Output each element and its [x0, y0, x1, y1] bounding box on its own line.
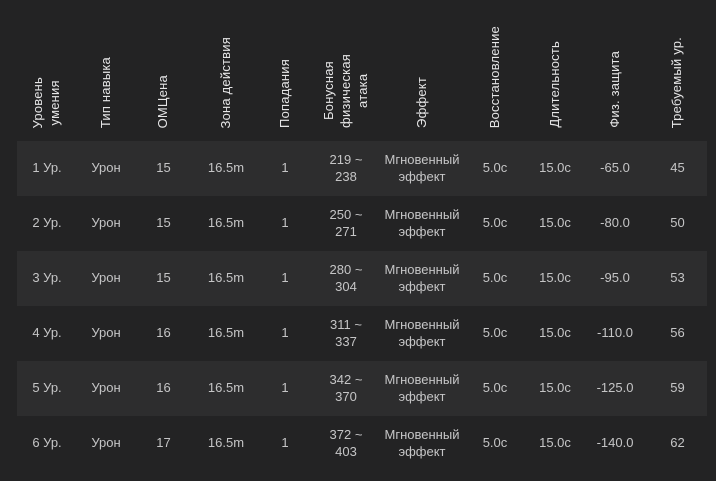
cell-mp-cost: 16	[156, 380, 171, 396]
cell-skill-level: 5 Ур.	[32, 380, 62, 396]
cell-range: 16.5m	[207, 435, 245, 451]
cell-bonus-attack: 342 ~ 370	[329, 371, 363, 404]
cell-effect: Мгновенный эффект	[384, 261, 460, 294]
column-header-label: Эффект	[413, 77, 429, 128]
column-header-label: Бонусная физическая атака	[320, 54, 370, 128]
cell-phys-defense: -65.0	[600, 160, 630, 176]
cell-duration: 15.0с	[539, 435, 571, 451]
header-row: Уровень умения Тип навыка ОМЦена Зона дейст…	[17, 0, 707, 141]
cell-phys-defense: -95.0	[600, 270, 630, 286]
cell-mp-cost: 17	[156, 435, 171, 451]
column-header-label: ОМЦена	[155, 74, 171, 128]
column-header-label: Длительность	[546, 41, 562, 128]
cell-skill-type: Урон	[91, 325, 121, 341]
cell-range: 16.5m	[207, 215, 245, 231]
cell-duration: 15.0с	[539, 215, 571, 231]
cell-mp-cost: 15	[156, 160, 171, 176]
cell-hits: 1	[281, 325, 289, 341]
cell-mp-cost: 15	[156, 270, 171, 286]
cell-hits: 1	[281, 160, 289, 176]
cell-effect: Мгновенный эффект	[384, 371, 460, 404]
cell-bonus-attack: 372 ~ 403	[329, 426, 363, 459]
column-header-mp-cost: ОМЦена	[135, 0, 192, 141]
column-header-hits: Попадания	[260, 0, 310, 141]
column-header-effect: Эффект	[382, 0, 462, 141]
table-row: 1 Ур. Урон 15 16.5m 1 219 ~ 238 Мгновенный эфф…	[17, 141, 707, 196]
cell-required-level: 56	[670, 325, 685, 341]
cell-bonus-attack: 250 ~ 271	[329, 206, 363, 239]
cell-skill-type: Урон	[91, 270, 121, 286]
cell-range: 16.5m	[207, 325, 245, 341]
cell-hits: 1	[281, 435, 289, 451]
cell-bonus-attack: 280 ~ 304	[329, 261, 363, 294]
column-header-range: Зона действия	[192, 0, 260, 141]
table-header: Уровень умения Тип навыка ОМЦена Зона дейст…	[17, 0, 707, 141]
table-row: 4 Ур. Урон 16 16.5m 1 311 ~ 337 Мгновенный эфф…	[17, 306, 707, 361]
cell-range: 16.5m	[207, 160, 245, 176]
column-header-label: Физ. защита	[606, 51, 622, 128]
cell-skill-level: 3 Ур.	[32, 270, 62, 286]
column-header-bonus-attack: Бонусная физическая атака	[310, 0, 382, 141]
cell-cooldown: 5.0с	[482, 270, 508, 286]
cell-cooldown: 5.0с	[482, 215, 508, 231]
table-body: 1 Ур. Урон 15 16.5m 1 219 ~ 238 Мгновенный эфф…	[17, 141, 707, 471]
cell-required-level: 59	[670, 380, 685, 396]
cell-bonus-attack: 311 ~ 337	[330, 316, 362, 349]
column-header-label: Требуемый ур.	[669, 36, 685, 128]
column-header-label: Восстановление	[486, 25, 502, 128]
column-header-skill-level: Уровень умения	[17, 0, 77, 141]
cell-cooldown: 5.0с	[482, 325, 508, 341]
cell-hits: 1	[281, 380, 289, 396]
cell-effect: Мгновенный эффект	[384, 206, 460, 239]
cell-cooldown: 5.0с	[482, 435, 508, 451]
column-header-phys-defense: Физ. защита	[582, 0, 648, 141]
cell-skill-level: 6 Ур.	[32, 435, 62, 451]
cell-duration: 15.0с	[539, 380, 571, 396]
cell-cooldown: 5.0с	[482, 380, 508, 396]
cell-duration: 15.0с	[539, 160, 571, 176]
table-row: 5 Ур. Урон 16 16.5m 1 342 ~ 370 Мгновенный эфф…	[17, 361, 707, 416]
cell-range: 16.5m	[207, 380, 245, 396]
cell-effect: Мгновенный эффект	[384, 316, 460, 349]
skill-stats-table: Уровень умения Тип навыка ОМЦена Зона дейст…	[17, 0, 707, 471]
table-row: 2 Ур. Урон 15 16.5m 1 250 ~ 271 Мгновенный эфф…	[17, 196, 707, 251]
table-row: 3 Ур. Урон 15 16.5m 1 280 ~ 304 Мгновенный эфф…	[17, 251, 707, 306]
cell-skill-level: 4 Ур.	[32, 325, 62, 341]
column-header-duration: Длительность	[528, 0, 582, 141]
column-header-label: Попадания	[276, 59, 292, 128]
cell-effect: Мгновенный эффект	[384, 151, 460, 184]
cell-phys-defense: -125.0	[596, 380, 634, 396]
cell-range: 16.5m	[207, 270, 245, 286]
cell-required-level: 50	[670, 215, 685, 231]
column-header-label: Зона действия	[217, 36, 233, 128]
cell-hits: 1	[281, 270, 289, 286]
cell-skill-type: Урон	[91, 160, 121, 176]
column-header-skill-type: Тип навыка	[77, 0, 135, 141]
cell-phys-defense: -80.0	[600, 215, 630, 231]
cell-phys-defense: -110.0	[597, 325, 633, 341]
column-header-required-level: Требуемый ур.	[648, 0, 707, 141]
cell-bonus-attack: 219 ~ 238	[329, 151, 363, 184]
cell-cooldown: 5.0с	[482, 160, 508, 176]
cell-required-level: 53	[670, 270, 685, 286]
cell-skill-level: 2 Ур.	[32, 215, 62, 231]
cell-skill-type: Урон	[91, 435, 121, 451]
cell-required-level: 45	[670, 160, 685, 176]
column-header-label: Уровень умения	[30, 76, 62, 128]
cell-skill-type: Урон	[91, 380, 121, 396]
cell-phys-defense: -140.0	[596, 435, 634, 451]
cell-effect: Мгновенный эффект	[384, 426, 460, 459]
cell-mp-cost: 15	[156, 215, 171, 231]
cell-skill-type: Урон	[91, 215, 121, 231]
column-header-label: Тип навыка	[97, 56, 113, 128]
cell-duration: 15.0с	[539, 325, 571, 341]
cell-skill-level: 1 Ур.	[32, 160, 62, 176]
cell-duration: 15.0с	[539, 270, 571, 286]
column-header-cooldown: Восстановление	[462, 0, 528, 141]
cell-mp-cost: 16	[156, 325, 171, 341]
cell-hits: 1	[281, 215, 289, 231]
table-row: 6 Ур. Урон 17 16.5m 1 372 ~ 403 Мгновенный эфф…	[17, 416, 707, 471]
cell-required-level: 62	[670, 435, 685, 451]
